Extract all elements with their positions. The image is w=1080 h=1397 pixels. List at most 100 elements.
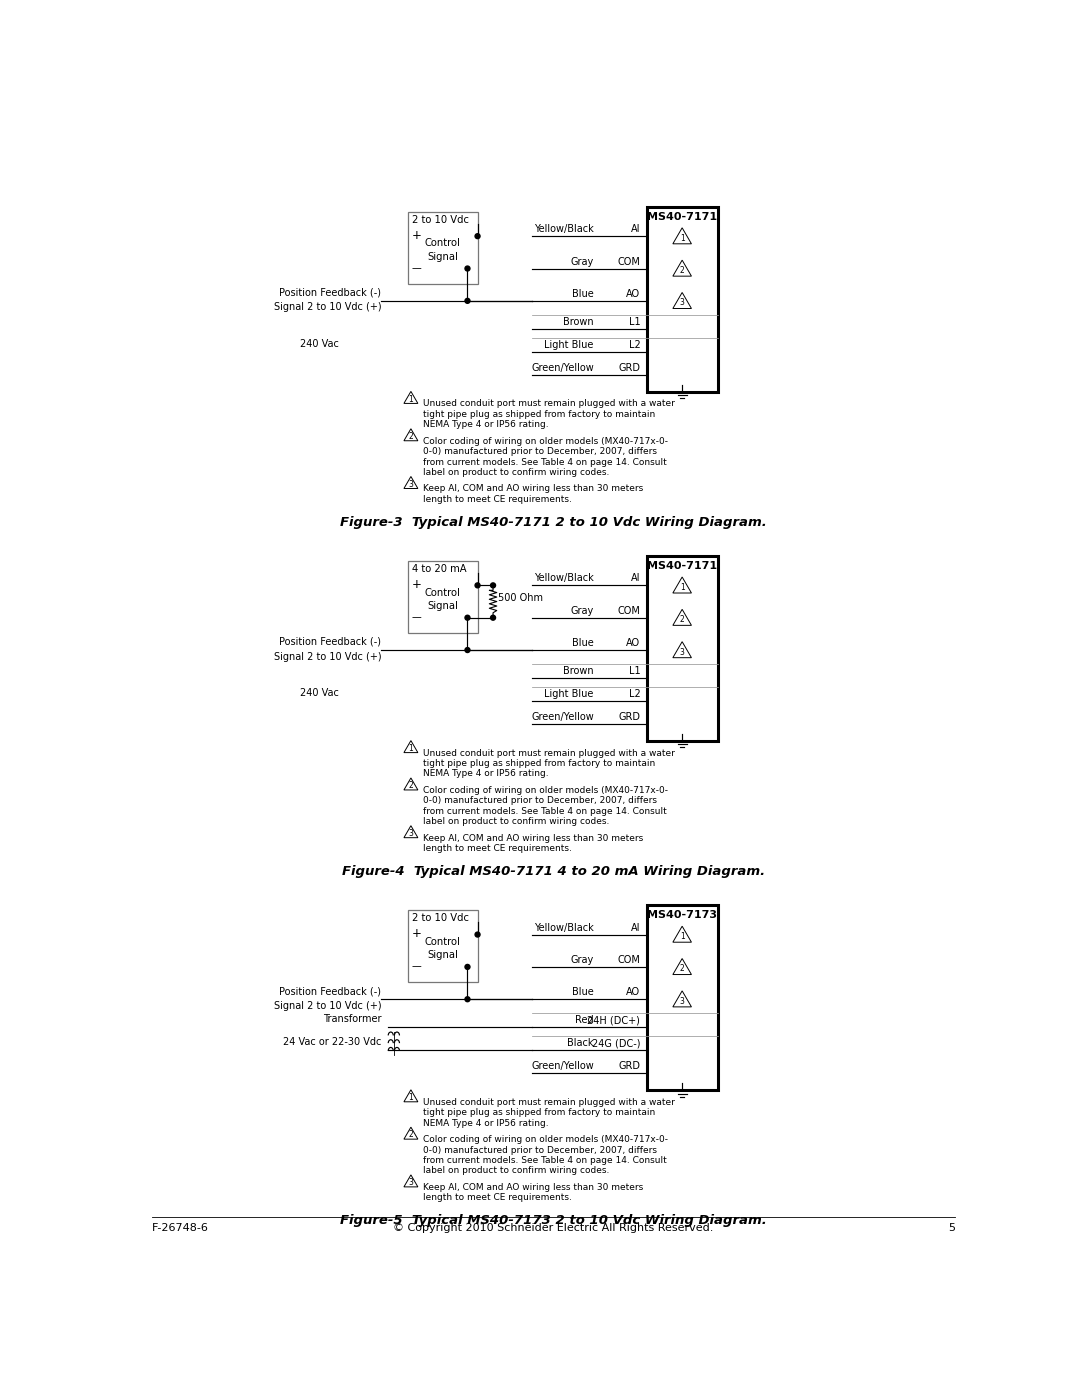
Text: 3: 3 [679,997,685,1006]
Text: +: + [411,928,421,940]
Circle shape [465,997,470,1002]
Text: COM: COM [618,606,640,616]
Text: 2: 2 [408,781,414,791]
Bar [647,905,718,1090]
Text: Green/Yellow: Green/Yellow [531,1062,594,1071]
Text: tight pipe plug as shipped from factory to maintain: tight pipe plug as shipped from factory … [423,759,656,768]
Text: Figure-3  Typical MS40-7171 2 to 10 Vdc Wiring Diagram.: Figure-3 Typical MS40-7171 2 to 10 Vdc W… [340,515,767,529]
Text: Light Blue: Light Blue [544,689,594,698]
Circle shape [465,964,470,970]
Text: +: + [411,578,421,591]
Text: 3: 3 [408,1178,414,1187]
Text: 0-0) manufactured prior to December, 2007, differs: 0-0) manufactured prior to December, 200… [423,796,657,805]
Bar [408,560,477,633]
Text: 3: 3 [679,648,685,657]
Circle shape [490,615,496,620]
Text: GRD: GRD [618,1062,640,1071]
Text: Control
Signal: Control Signal [424,588,460,610]
Text: Green/Yellow: Green/Yellow [531,712,594,722]
Circle shape [465,615,470,620]
Text: Black: Black [567,1038,594,1048]
Circle shape [475,583,480,588]
Text: 1: 1 [408,1092,414,1102]
Text: 2: 2 [679,265,685,275]
Text: AI: AI [631,225,640,235]
Text: 2: 2 [408,432,414,441]
Text: 3: 3 [679,299,685,307]
Text: AO: AO [626,988,640,997]
Text: MS40-7171: MS40-7171 [647,562,717,571]
Text: Blue: Blue [572,638,594,648]
Text: Gray: Gray [570,257,594,267]
Text: Gray: Gray [570,606,594,616]
Text: 0-0) manufactured prior to December, 2007, differs: 0-0) manufactured prior to December, 200… [423,1146,657,1154]
Text: 1: 1 [679,233,685,243]
Text: Brown: Brown [563,666,594,676]
Text: Yellow/Black: Yellow/Black [534,573,594,584]
Text: 4 to 20 mA: 4 to 20 mA [413,564,467,574]
Text: Green/Yellow: Green/Yellow [531,363,594,373]
Text: label on product to confirm wiring codes.: label on product to confirm wiring codes… [423,817,609,826]
Text: length to meet CE requirements.: length to meet CE requirements. [423,1193,571,1203]
Text: from current models. See Table 4 on page 14. Consult: from current models. See Table 4 on page… [423,458,666,467]
Text: 1: 1 [408,395,414,404]
Text: label on product to confirm wiring codes.: label on product to confirm wiring codes… [423,1166,609,1175]
Text: AO: AO [626,638,640,648]
Bar [647,207,718,391]
Text: Red: Red [576,1016,594,1025]
Text: Color coding of wiring on older models (MX40-717x-0-: Color coding of wiring on older models (… [423,437,667,446]
Text: 3: 3 [408,479,414,489]
Bar [408,909,477,982]
Text: —: — [411,961,421,971]
Text: 0-0) manufactured prior to December, 2007, differs: 0-0) manufactured prior to December, 200… [423,447,657,457]
Text: 2 to 10 Vdc: 2 to 10 Vdc [413,914,470,923]
Text: MS40-7173: MS40-7173 [647,911,717,921]
Text: Yellow/Black: Yellow/Black [534,225,594,235]
Text: Blue: Blue [572,289,594,299]
Text: length to meet CE requirements.: length to meet CE requirements. [423,844,571,854]
Text: AO: AO [626,289,640,299]
Text: Unused conduit port must remain plugged with a water: Unused conduit port must remain plugged … [423,749,675,757]
Text: Keep AI, COM and AO wiring less than 30 meters: Keep AI, COM and AO wiring less than 30 … [423,485,644,493]
Text: © Copyright 2010 Schneider Electric All Rights Reserved.: © Copyright 2010 Schneider Electric All … [393,1222,714,1234]
Text: 5: 5 [948,1222,955,1234]
Text: from current models. See Table 4 on page 14. Consult: from current models. See Table 4 on page… [423,806,666,816]
Circle shape [465,648,470,652]
Text: Light Blue: Light Blue [544,339,594,349]
Text: 24G (DC-): 24G (DC-) [592,1038,640,1048]
Text: Transformer: Transformer [323,1014,381,1024]
Text: —: — [411,612,421,622]
Text: from current models. See Table 4 on page 14. Consult: from current models. See Table 4 on page… [423,1155,666,1165]
Text: Signal 2 to 10 Vdc (+): Signal 2 to 10 Vdc (+) [274,1000,381,1011]
Circle shape [475,233,480,239]
Text: —: — [411,263,421,272]
Text: GRD: GRD [618,712,640,722]
Text: 1: 1 [408,745,414,753]
Text: NEMA Type 4 or IP56 rating.: NEMA Type 4 or IP56 rating. [423,770,549,778]
Circle shape [475,932,480,937]
Text: Color coding of wiring on older models (MX40-717x-0-: Color coding of wiring on older models (… [423,1136,667,1144]
Text: Figure-4  Typical MS40-7171 4 to 20 mA Wiring Diagram.: Figure-4 Typical MS40-7171 4 to 20 mA Wi… [342,865,765,879]
Text: Gray: Gray [570,956,594,965]
Text: 240 Vac: 240 Vac [300,687,339,697]
Text: Control
Signal: Control Signal [424,937,460,960]
Text: Signal 2 to 10 Vdc (+): Signal 2 to 10 Vdc (+) [274,651,381,662]
Text: Figure-5  Typical MS40-7173 2 to 10 Vdc Wiring Diagram.: Figure-5 Typical MS40-7173 2 to 10 Vdc W… [340,1214,767,1228]
Text: 500 Ohm: 500 Ohm [498,594,543,604]
Text: Position Feedback (-): Position Feedback (-) [280,637,381,647]
Text: 1: 1 [679,583,685,592]
Text: tight pipe plug as shipped from factory to maintain: tight pipe plug as shipped from factory … [423,1108,656,1118]
Text: +: + [411,229,421,242]
Text: F-26748-6: F-26748-6 [152,1222,208,1234]
Text: NEMA Type 4 or IP56 rating.: NEMA Type 4 or IP56 rating. [423,1119,549,1127]
Text: COM: COM [618,956,640,965]
Text: 2 to 10 Vdc: 2 to 10 Vdc [413,215,470,225]
Text: 24 Vac or 22-30 Vdc: 24 Vac or 22-30 Vdc [283,1037,381,1046]
Text: AI: AI [631,922,640,933]
Text: 3: 3 [408,828,414,838]
Text: Color coding of wiring on older models (MX40-717x-0-: Color coding of wiring on older models (… [423,787,667,795]
Text: L2: L2 [629,339,640,349]
Circle shape [465,265,470,271]
Text: label on product to confirm wiring codes.: label on product to confirm wiring codes… [423,468,609,476]
Text: 24H (DC+): 24H (DC+) [588,1016,640,1025]
